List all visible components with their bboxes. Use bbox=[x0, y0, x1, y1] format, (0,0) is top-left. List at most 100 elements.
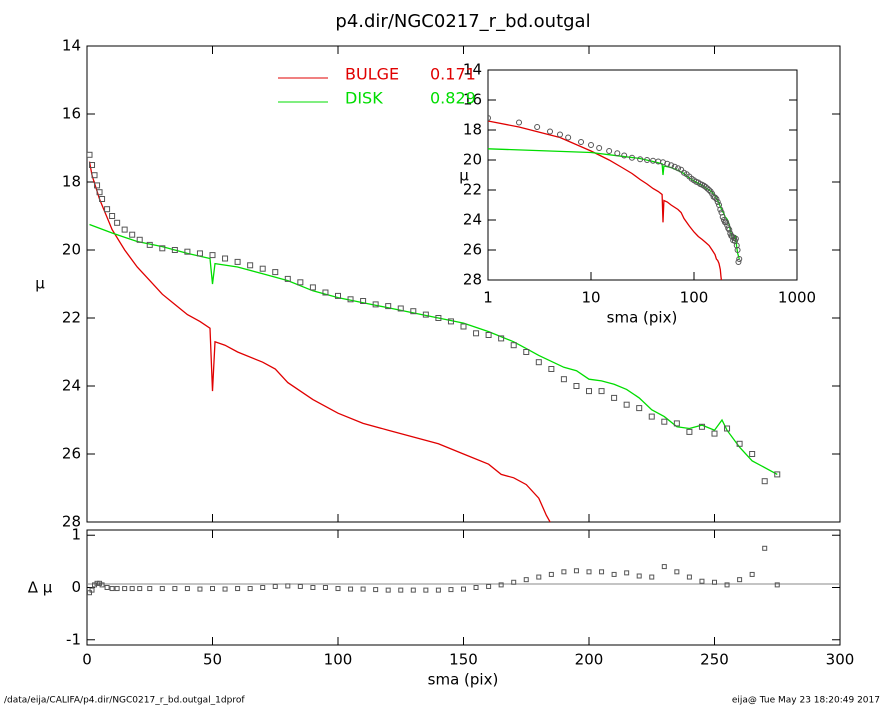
residual-point bbox=[310, 585, 316, 590]
plot-area bbox=[87, 151, 781, 522]
data-point bbox=[734, 247, 741, 253]
y-tick-label: 28 bbox=[463, 271, 482, 289]
data-point bbox=[222, 255, 229, 262]
data-point bbox=[146, 241, 153, 248]
data-point bbox=[196, 250, 203, 257]
data-point bbox=[560, 376, 567, 383]
data-point bbox=[704, 185, 711, 192]
data-point bbox=[628, 154, 635, 161]
data-point bbox=[717, 206, 724, 213]
residual-point bbox=[762, 545, 768, 551]
data-point bbox=[335, 292, 341, 299]
data-point bbox=[104, 206, 111, 213]
data-point bbox=[774, 471, 781, 478]
x-tick-label: 150 bbox=[449, 651, 478, 669]
residual-point bbox=[749, 571, 755, 577]
data-point bbox=[447, 318, 454, 325]
data-point bbox=[735, 259, 742, 265]
data-point bbox=[91, 172, 98, 179]
data-point bbox=[534, 124, 541, 130]
residual-point bbox=[210, 586, 215, 592]
data-point bbox=[247, 262, 254, 269]
data-point bbox=[99, 196, 106, 202]
data-point bbox=[548, 366, 555, 372]
x-tick-label: 200 bbox=[575, 651, 604, 669]
data-point bbox=[309, 284, 316, 291]
residual-point bbox=[373, 587, 379, 593]
data-point bbox=[284, 275, 291, 282]
data-point bbox=[547, 128, 554, 135]
data-point bbox=[719, 214, 726, 220]
data-point bbox=[360, 298, 367, 304]
data-point bbox=[347, 296, 354, 303]
legend-name: DISK bbox=[345, 89, 383, 108]
data-point bbox=[485, 332, 492, 338]
data-point bbox=[713, 196, 720, 202]
data-point bbox=[473, 330, 480, 337]
residual-point bbox=[129, 586, 135, 592]
chart-title: p4.dir/NGC0217_r_bd.outgal bbox=[335, 11, 590, 32]
residual-point bbox=[548, 571, 554, 577]
data-point bbox=[523, 349, 530, 355]
residual-point bbox=[360, 586, 366, 592]
residual-point bbox=[87, 590, 93, 596]
model-line bbox=[88, 161, 551, 522]
data-point bbox=[488, 115, 491, 121]
x-axis-label: sma (pix) bbox=[428, 671, 499, 689]
data-point bbox=[588, 142, 594, 148]
residual-point bbox=[89, 587, 95, 593]
residual-point bbox=[348, 586, 354, 592]
y-tick-label: 16 bbox=[463, 91, 482, 109]
data-point bbox=[611, 394, 618, 401]
data-point bbox=[89, 162, 96, 168]
data-point bbox=[129, 231, 136, 238]
y-axis-label: μ bbox=[35, 275, 45, 293]
data-point bbox=[621, 152, 628, 159]
y-tick-label: 22 bbox=[62, 309, 81, 327]
model-line bbox=[89, 223, 778, 475]
residual-point bbox=[109, 586, 115, 592]
residual-point bbox=[737, 577, 743, 583]
residual-point bbox=[561, 569, 567, 575]
data-point bbox=[556, 131, 563, 138]
legend-name: BULGE bbox=[345, 65, 399, 84]
y-tick-label: 24 bbox=[463, 211, 482, 229]
data-point bbox=[712, 194, 719, 201]
data-point bbox=[725, 225, 732, 232]
y-tick-label: 20 bbox=[62, 241, 81, 259]
residual-point bbox=[573, 568, 579, 574]
x-tick-label: 1 bbox=[483, 289, 493, 307]
x-tick-label: 10 bbox=[581, 289, 600, 307]
data-point bbox=[736, 440, 743, 447]
data-point bbox=[385, 303, 392, 310]
y-tick-label: 1 bbox=[71, 526, 81, 544]
x-tick-label: 0 bbox=[82, 651, 92, 669]
residual-point bbox=[335, 586, 341, 592]
residual-point bbox=[636, 573, 642, 579]
residual-point bbox=[611, 571, 617, 577]
residual-point bbox=[523, 577, 529, 583]
residual-point bbox=[398, 587, 404, 593]
legend-fraction: 0.829 bbox=[430, 89, 476, 108]
y-tick-label: 24 bbox=[62, 377, 81, 395]
data-point bbox=[711, 430, 718, 437]
y-tick-label: 14 bbox=[62, 37, 81, 55]
data-point bbox=[671, 163, 678, 170]
data-point bbox=[259, 265, 266, 272]
plot-area bbox=[488, 115, 743, 280]
data-point bbox=[422, 311, 429, 318]
data-point bbox=[761, 478, 768, 485]
y-tick-label: 18 bbox=[463, 121, 482, 139]
y-tick-label: 16 bbox=[62, 105, 81, 123]
y-tick-label: 26 bbox=[463, 241, 482, 259]
residual-point bbox=[486, 583, 492, 589]
residual-point bbox=[94, 580, 100, 586]
y-tick-label: 26 bbox=[62, 445, 81, 463]
residual-point bbox=[599, 569, 605, 575]
data-point bbox=[664, 160, 671, 167]
data-point bbox=[159, 245, 166, 252]
y-tick-label: 14 bbox=[463, 61, 482, 79]
inset-x-axis-label: sma (pix) bbox=[607, 309, 678, 327]
data-point bbox=[606, 148, 613, 154]
